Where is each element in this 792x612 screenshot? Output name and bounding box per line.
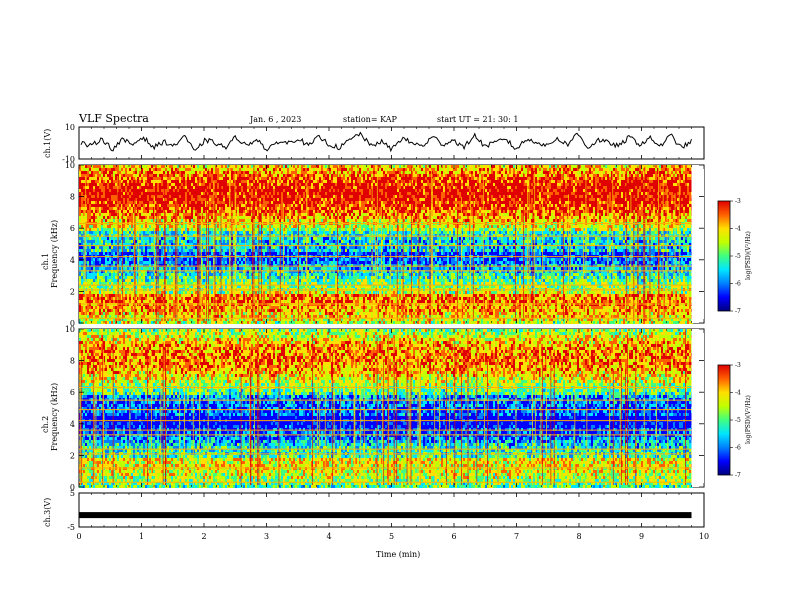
colorbar-tick-label: -3 bbox=[735, 362, 741, 369]
x-tick-label: 7 bbox=[514, 532, 519, 541]
y-tick-label: 8 bbox=[70, 193, 75, 202]
x-tick-label: 10 bbox=[699, 532, 709, 541]
y-tick-label: 4 bbox=[70, 256, 75, 265]
colorbar-tick-label: -6 bbox=[735, 281, 741, 288]
colorbar-1 bbox=[718, 201, 730, 311]
y-tick-label: 10 bbox=[65, 123, 75, 132]
ch3-wave-ylabel: ch.3(V) bbox=[43, 498, 52, 527]
colorbar-tick-label: -3 bbox=[735, 198, 741, 205]
x-tick-label: 0 bbox=[76, 532, 81, 541]
ch1-spectrogram bbox=[79, 165, 704, 324]
x-axis-label: Time (min) bbox=[376, 550, 420, 559]
x-tick-label: 1 bbox=[139, 532, 144, 541]
y-tick-label: 2 bbox=[70, 287, 75, 296]
colorbar-2 bbox=[718, 365, 730, 475]
colorbar-tick-label: -5 bbox=[735, 417, 741, 424]
x-tick-label: 3 bbox=[264, 532, 269, 541]
station-label: station= KAP bbox=[343, 115, 398, 124]
colorbar-tick-label: -6 bbox=[735, 445, 741, 452]
colorbar-tick-label: -7 bbox=[735, 472, 741, 479]
y-tick-label: 4 bbox=[70, 420, 75, 429]
colorbar-label: log(PSD)(V²/Hz) bbox=[745, 395, 752, 444]
ch2-spectrogram bbox=[79, 329, 704, 488]
ch2-spec-ylabel-a: ch.2 bbox=[41, 416, 50, 433]
ch3-waveform bbox=[79, 512, 692, 518]
y-tick-label: 5 bbox=[70, 489, 75, 498]
ch1-wave-ylabel: ch.1(V) bbox=[43, 129, 52, 158]
ch2-spec-ylabel-b: Frequency (kHz) bbox=[50, 383, 59, 451]
x-tick-label: 5 bbox=[389, 532, 394, 541]
y-tick-label: 8 bbox=[70, 357, 75, 366]
y-tick-label: 2 bbox=[70, 451, 75, 460]
colorbar-tick-label: -5 bbox=[735, 253, 741, 260]
x-tick-label: 2 bbox=[201, 532, 206, 541]
x-tick-label: 6 bbox=[451, 532, 456, 541]
date-label: Jan. 6 , 2023 bbox=[249, 115, 301, 124]
x-tick-label: 4 bbox=[326, 532, 331, 541]
ch1-waveform-line bbox=[81, 133, 692, 151]
ch1-spec-ylabel-a: ch.1 bbox=[41, 253, 50, 270]
colorbar-tick-label: -4 bbox=[735, 226, 741, 233]
panel-frame-w3 bbox=[79, 493, 704, 527]
y-tick-label: 6 bbox=[70, 224, 75, 233]
y-tick-label: 10 bbox=[65, 325, 75, 334]
colorbar-tick-label: -7 bbox=[735, 308, 741, 315]
y-tick-label: 6 bbox=[70, 388, 75, 397]
start-time-label: start UT = 21: 30: 1 bbox=[437, 115, 518, 124]
x-tick-label: 9 bbox=[639, 532, 644, 541]
figure-title: VLF Spectra bbox=[78, 112, 149, 125]
colorbars: -3 -4 -5 -6 -7 log(PSD)(V²/Hz) -3 -4 -5 -6 -7 log(P… bbox=[718, 198, 752, 479]
ch3-waveform-line bbox=[79, 512, 692, 518]
colorbar-label: log(PSD)(V²/Hz) bbox=[745, 231, 752, 280]
colorbar-tick-label: -4 bbox=[735, 390, 741, 397]
y-tick-label: -5 bbox=[67, 523, 75, 532]
ch1-waveform bbox=[81, 133, 692, 151]
y-tick-label: -10 bbox=[62, 155, 75, 164]
panel-frame-w1 bbox=[79, 127, 704, 159]
x-tick-label: 8 bbox=[576, 532, 581, 541]
ch1-spec-ylabel-b: Frequency (kHz) bbox=[50, 220, 59, 288]
